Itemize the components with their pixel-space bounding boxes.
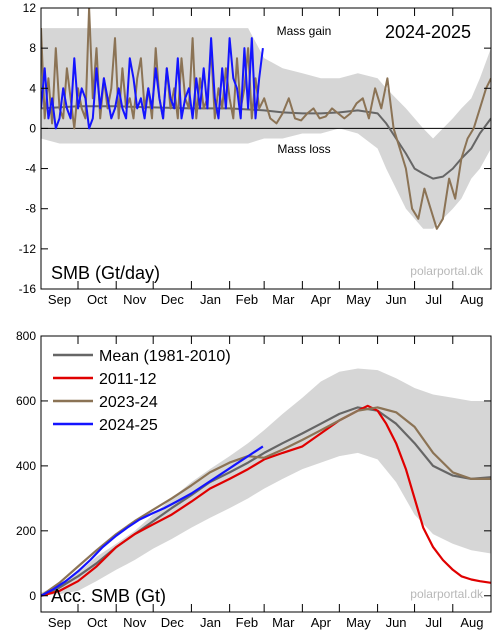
y-tick-label: 200 — [16, 524, 36, 538]
month-label: Sep — [48, 292, 71, 307]
month-label: Nov — [123, 615, 147, 630]
mass-loss-annotation: Mass loss — [277, 142, 330, 156]
y-tick-label: -12 — [19, 242, 37, 256]
accumulated-smb-panel: 0 200 400 600 800 Sep Oct Nov Dec Jan Feb Mar Apr May… — [16, 329, 492, 630]
month-label: May — [346, 615, 371, 630]
month-label: Feb — [236, 615, 258, 630]
y-tick-label: 800 — [16, 329, 36, 343]
y-tick-label: 0 — [29, 589, 36, 603]
season-title: 2024-2025 — [385, 22, 471, 42]
series-line-2024-25 — [41, 445, 264, 597]
month-label: May — [346, 292, 371, 307]
range-band — [41, 368, 491, 596]
legend-2024-25-label: 2024-25 — [99, 417, 158, 434]
month-label: Mar — [272, 615, 295, 630]
month-label: Dec — [161, 615, 185, 630]
series-line-2023-24 — [41, 406, 491, 597]
y-tick-label: 0 — [29, 121, 36, 135]
month-label: Aug — [460, 292, 483, 307]
plot-frame — [40, 7, 492, 290]
y-tick-label: -4 — [25, 162, 36, 176]
month-label: Sep — [48, 615, 71, 630]
series-line-2024-25 — [41, 37, 264, 130]
plot-frame — [40, 335, 492, 613]
month-label: Apr — [311, 292, 332, 307]
month-label: Aug — [460, 615, 483, 630]
month-label: Jun — [386, 292, 407, 307]
month-label: Oct — [87, 292, 108, 307]
y-tick-label: 8 — [29, 41, 36, 55]
series-line-2011-12 — [41, 404, 491, 597]
month-label: Jun — [386, 615, 407, 630]
month-label: Jan — [200, 615, 221, 630]
daily-smb-panel: -16 -12 -8 -4 0 4 8 12 Sep Oct Nov Dec Jan Feb Mar Apr M… — [19, 1, 492, 307]
panel-label: Acc. SMB (Gt) — [51, 586, 166, 606]
legend-2023-24-label: 2023-24 — [99, 394, 158, 411]
month-label: Dec — [161, 292, 185, 307]
legend-2011-12-label: 2011-12 — [99, 371, 157, 388]
y-tick-label: -16 — [19, 282, 37, 296]
month-label: Jul — [425, 615, 442, 630]
month-label: Nov — [123, 292, 147, 307]
month-label: Jan — [200, 292, 221, 307]
month-label: Feb — [236, 292, 258, 307]
legend-mean-1981-2010-label: Mean (1981-2010) — [99, 348, 231, 365]
month-label: Apr — [311, 615, 332, 630]
y-tick-label: 4 — [29, 81, 36, 95]
credit-label: polarportal.dk — [410, 587, 484, 601]
y-tick-label: 400 — [16, 459, 36, 473]
panel-label: SMB (Gt/day) — [51, 263, 160, 283]
y-tick-label: -8 — [25, 202, 36, 216]
month-label: Mar — [272, 292, 295, 307]
mass-gain-annotation: Mass gain — [277, 24, 332, 38]
credit-label: polarportal.dk — [410, 264, 484, 278]
month-label: Oct — [87, 615, 108, 630]
month-label: Jul — [425, 292, 442, 307]
y-tick-label: 600 — [16, 394, 36, 408]
y-tick-label: 12 — [23, 1, 37, 15]
